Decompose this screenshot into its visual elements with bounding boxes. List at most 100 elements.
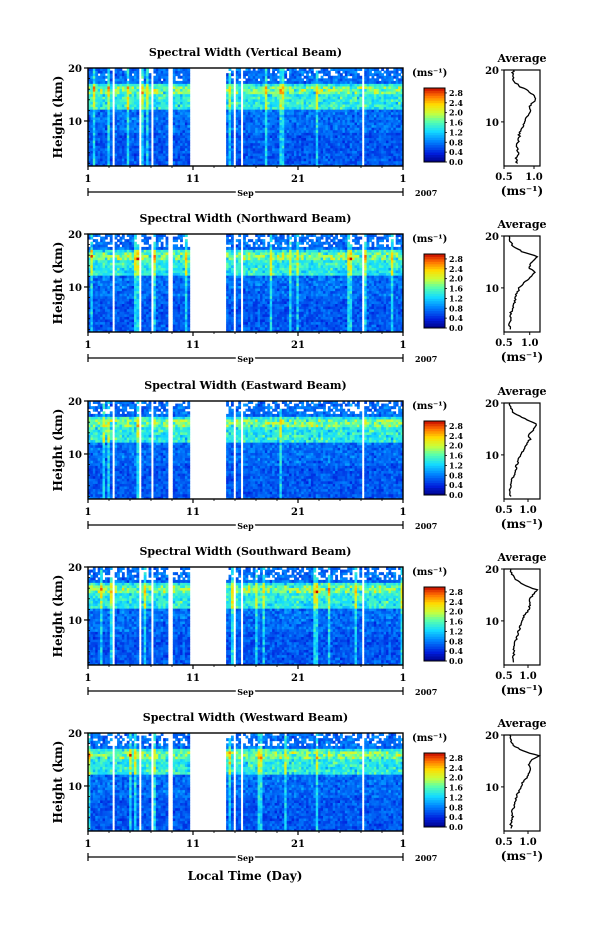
heatmap-cell <box>306 155 309 159</box>
heatmap-cell <box>129 145 133 149</box>
heatmap-cell <box>146 329 149 333</box>
heatmap-cell <box>100 78 103 82</box>
heatmap-cell <box>109 70 113 74</box>
heatmap-cell <box>247 153 251 157</box>
heatmap-cell <box>165 80 169 84</box>
heatmap-cell <box>238 129 242 133</box>
heatmap-cell <box>388 140 392 144</box>
heatmap-cell <box>102 311 106 315</box>
heatmap-cell <box>393 147 397 151</box>
heatmap-cell <box>347 73 351 77</box>
heatmap-cell <box>400 78 404 82</box>
heatmap-cell <box>340 150 343 154</box>
heatmap-cell <box>158 129 162 133</box>
heatmap-cell <box>366 160 370 164</box>
heatmap-cell <box>175 93 179 97</box>
heatmap-cell <box>386 73 389 77</box>
heatmap-cell <box>376 96 380 100</box>
heatmap-cell <box>155 78 159 82</box>
heatmap-cell <box>141 96 145 100</box>
heatmap-cell <box>371 142 375 146</box>
heatmap-cell <box>172 93 176 97</box>
heatmap-cell <box>286 78 290 82</box>
heatmap-cell <box>335 96 338 100</box>
heatmap-cell <box>289 137 292 141</box>
heatmap-cell <box>238 73 242 77</box>
heatmap-cell <box>340 98 343 102</box>
heatmap-cell <box>318 158 322 162</box>
heatmap-cell <box>121 277 125 281</box>
heatmap-cell <box>114 140 118 144</box>
heatmap-cell <box>238 106 242 110</box>
heatmap-cell <box>92 293 96 297</box>
heatmap-cell <box>119 239 123 243</box>
heatmap-cell <box>88 270 91 274</box>
heatmap-cell <box>395 111 399 115</box>
heatmap-cell <box>369 132 372 136</box>
heatmap-cell <box>129 283 133 286</box>
heatmap-cell <box>289 70 292 74</box>
heatmap-cell <box>373 83 377 87</box>
heatmap-cell <box>95 73 99 77</box>
heatmap-cell <box>257 117 261 120</box>
heatmap-cell <box>134 153 137 157</box>
heatmap-cell <box>347 155 351 159</box>
heatmap-cell <box>257 145 261 149</box>
heatmap-cell <box>121 249 125 253</box>
heatmap-cell <box>238 91 242 95</box>
heatmap-cell <box>131 129 135 133</box>
heatmap-cell <box>359 142 363 146</box>
heatmap-cell <box>148 140 152 144</box>
heatmap-cell <box>366 137 370 141</box>
heatmap-cell <box>337 160 341 164</box>
heatmap-cell <box>255 80 259 84</box>
heatmap-cell <box>97 98 101 102</box>
heatmap-cell <box>104 106 108 110</box>
colorbar-tick-label: 2.0 <box>449 108 463 118</box>
heatmap-cell <box>369 163 372 167</box>
heatmap-cell <box>104 101 108 105</box>
heatmap-cell <box>272 68 275 71</box>
heatmap-cell <box>243 124 246 128</box>
heatmap-cell <box>369 114 372 118</box>
heatmap-cell <box>102 80 106 84</box>
heatmap-cell <box>117 252 120 256</box>
heatmap-cell <box>184 109 188 113</box>
heatmap-cell <box>90 111 94 115</box>
heatmap-cell <box>303 127 307 131</box>
heatmap-cell <box>238 68 242 71</box>
heatmap-cell <box>136 124 140 128</box>
heatmap-cell <box>134 257 137 261</box>
heatmap-cell <box>177 117 181 120</box>
heatmap-cell <box>323 106 326 110</box>
heatmap-cell <box>131 88 135 92</box>
heatmap-cell <box>247 73 251 77</box>
heatmap-cell <box>366 86 370 90</box>
heatmap-cell <box>315 122 319 126</box>
heatmap-cell <box>114 135 118 139</box>
heatmap-cell <box>366 155 370 159</box>
heatmap-cell <box>272 75 275 79</box>
heatmap-cell <box>131 98 135 102</box>
heatmap-cell <box>175 135 179 139</box>
heatmap-cell <box>262 88 266 92</box>
heatmap-cell <box>107 96 111 100</box>
heatmap-cell <box>143 111 147 115</box>
heatmap-cell <box>228 145 232 149</box>
heatmap-cell <box>247 96 251 100</box>
heatmap-cell <box>315 104 319 108</box>
heatmap-cell <box>160 80 164 84</box>
heatmap-cell <box>330 129 334 133</box>
heatmap-cell <box>281 119 285 123</box>
heatmap-cell <box>264 119 268 123</box>
heatmap-cell <box>163 158 166 162</box>
heatmap-cell <box>153 109 157 113</box>
heatmap-cell <box>117 301 120 305</box>
heatmap-cell <box>301 147 305 151</box>
heatmap-cell <box>172 96 176 100</box>
heatmap-cell <box>90 135 94 139</box>
heatmap-cell <box>97 129 101 133</box>
heatmap-cell <box>264 78 268 82</box>
heatmap-cell <box>100 101 103 105</box>
heatmap-cell <box>274 155 278 159</box>
